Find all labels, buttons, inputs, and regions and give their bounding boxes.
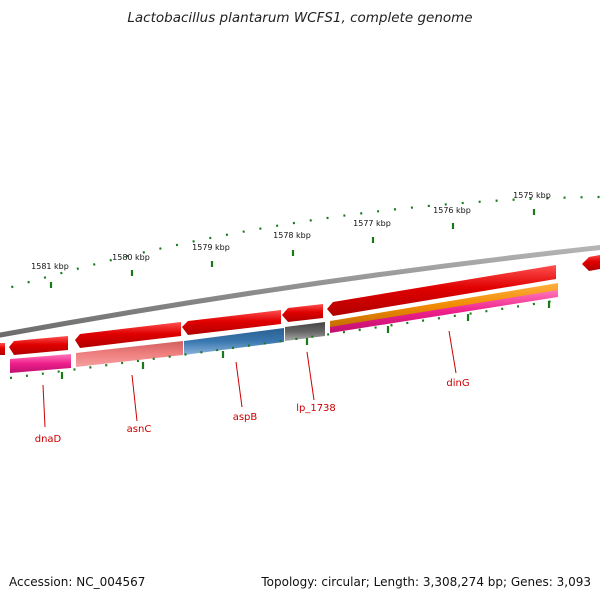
gene-block-lp_1738 bbox=[285, 322, 325, 341]
forward-strand-cds bbox=[0, 254, 600, 355]
gene-block-aspB bbox=[184, 328, 284, 355]
tick-label-1578: 1578 kbp bbox=[273, 231, 311, 240]
cds-arrow bbox=[282, 304, 323, 322]
map-title: Lactobacillus plantarum WCFS1, complete … bbox=[127, 10, 473, 26]
gene-label-asnC: asnC bbox=[127, 424, 152, 435]
gene-block-asnC bbox=[76, 341, 183, 367]
tick-label-1579: 1579 kbp bbox=[192, 243, 230, 252]
genome-stats-text: Topology: circular; Length: 3,308,274 bp… bbox=[261, 575, 591, 589]
cds-arrow bbox=[327, 265, 556, 316]
gene-block-dinG-orange bbox=[330, 283, 558, 329]
tick-label-1577: 1577 kbp bbox=[353, 219, 391, 228]
cds-arrow bbox=[75, 322, 181, 348]
tick-label-1580: 1580 kbp bbox=[112, 253, 150, 262]
gene-label-dinG: dinG bbox=[446, 378, 469, 389]
cds-arrow bbox=[182, 310, 281, 335]
inner-tick-ring bbox=[9, 298, 561, 380]
gene-label-aspB: aspB bbox=[233, 412, 258, 423]
gene-label-lp_1738: lp_1738 bbox=[296, 403, 336, 414]
accession-text: Accession: NC_004567 bbox=[9, 575, 146, 589]
cds-arrow bbox=[582, 254, 600, 271]
gene-leader-lines bbox=[42, 330, 457, 428]
gene-block-dinG bbox=[330, 290, 558, 333]
outer-major-ticks bbox=[49, 209, 536, 288]
gene-block-dnaD bbox=[10, 354, 71, 373]
tick-label-1581: 1581 kbp bbox=[31, 262, 69, 271]
tick-label-1576: 1576 kbp bbox=[433, 206, 471, 215]
inner-major-ticks bbox=[60, 301, 551, 379]
tick-label-1575: 1575 kbp bbox=[513, 191, 551, 200]
backbone-ring bbox=[0, 245, 600, 338]
cds-arrow bbox=[9, 336, 68, 355]
cds-arrow bbox=[0, 343, 5, 355]
inner-strand-features bbox=[10, 283, 558, 373]
gene-label-dnaD: dnaD bbox=[35, 434, 62, 445]
